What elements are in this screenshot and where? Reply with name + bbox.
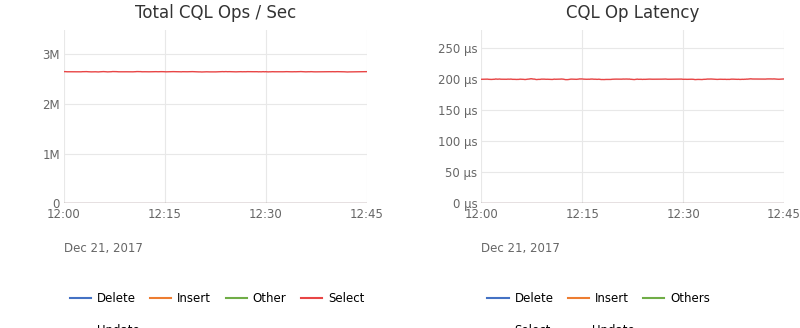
Text: Dec 21, 2017: Dec 21, 2017 [64,242,143,255]
Text: Dec 21, 2017: Dec 21, 2017 [482,242,560,255]
Legend: Select, Update: Select, Update [487,323,635,328]
Title: CQL Op Latency: CQL Op Latency [566,4,699,22]
Title: Total CQL Ops / Sec: Total CQL Ops / Sec [134,4,296,22]
Legend: Update: Update [70,323,140,328]
